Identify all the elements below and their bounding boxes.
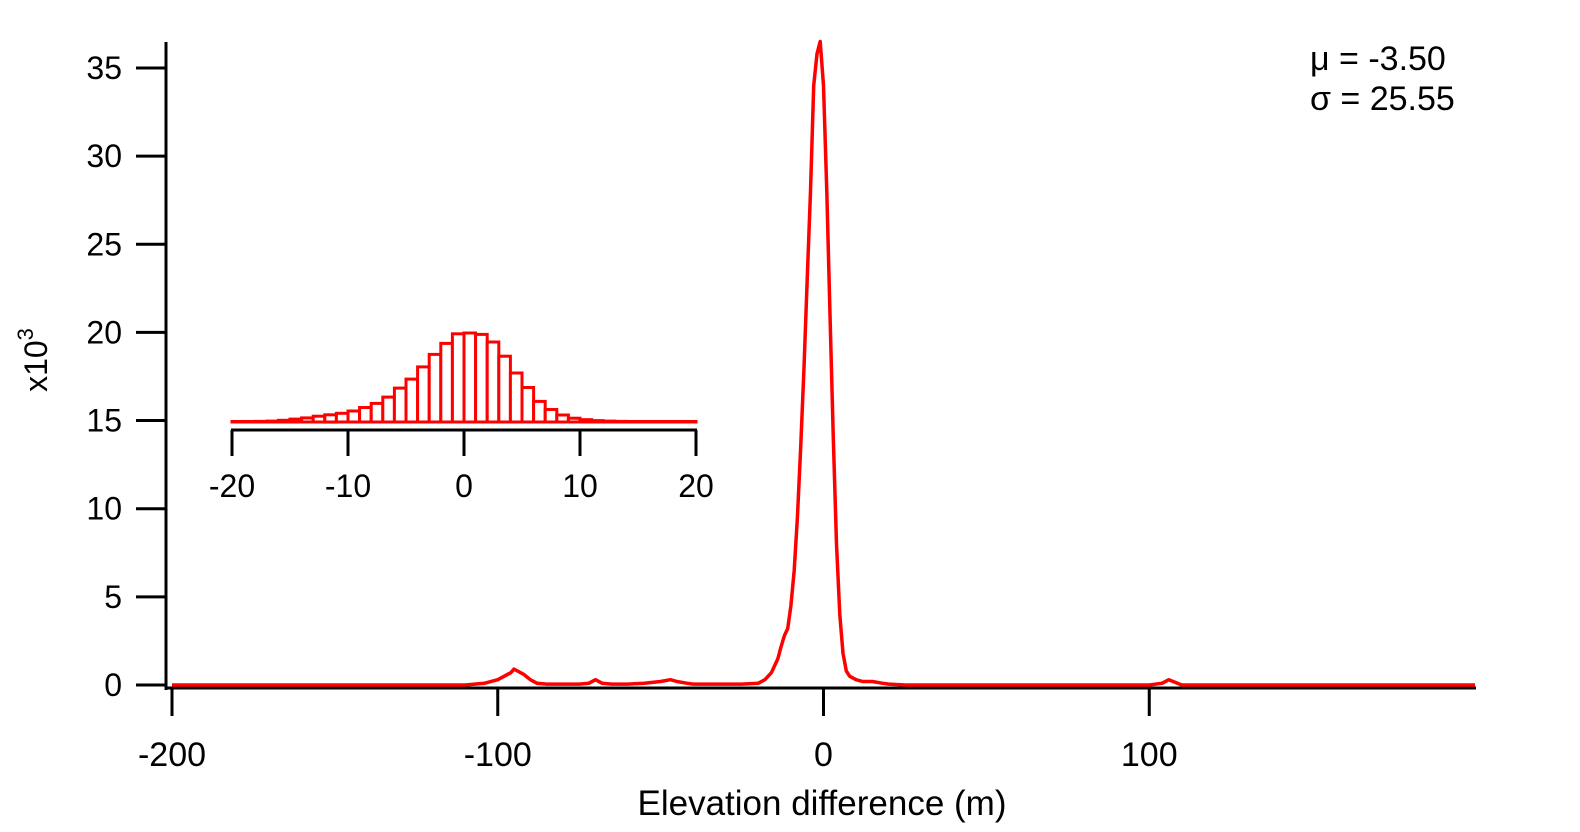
main-series [172,39,1475,687]
inset-histogram-bar [543,408,559,424]
y-tick-label: 15 [86,403,122,439]
y-tick-label: 20 [86,314,122,350]
inset-x-tick-label: -20 [209,468,255,504]
y-axis-label: x103 [13,328,54,392]
inset-histogram-bar [508,371,524,424]
y-tick-label: 0 [104,667,122,703]
inset-histogram-bar [450,332,466,424]
x-tick-label: 0 [814,736,833,774]
x-tick-label: -100 [464,736,532,774]
inset-histogram: -20 -10 0 10 20 [209,331,714,504]
inset-x-tick-label: 10 [562,468,598,504]
inset-x-tick-label: -10 [325,468,371,504]
inset-histogram-bar [346,409,362,424]
inset-histogram-bar [369,401,385,424]
inset-histogram-bar [462,331,478,424]
inset-histogram-bar [532,399,547,424]
x-tick-label: 100 [1121,736,1178,774]
inset-x-tick-label: 0 [455,468,473,504]
mean-annotation: μ = -3.50 [1310,40,1446,78]
y-tick-label: 5 [104,579,122,615]
inset-histogram-bar [427,352,443,424]
inset-x-tick-label: 20 [678,468,714,504]
inset-histogram-bar [520,386,536,424]
inset-histogram-bar [439,341,454,424]
y-tick-label: 30 [86,138,122,174]
inset-histogram-bar [485,340,501,424]
inset-histogram-bar [416,365,431,424]
y-tick-label: 10 [86,491,122,527]
y-tick-label: 35 [86,50,122,86]
x-tick-label: -200 [138,736,206,774]
chart-texts: Elevation difference (m) x103 μ = -3.50 … [13,40,1455,823]
x-axis-label: Elevation difference (m) [638,784,1007,823]
y-axis-label-exponent: 3 [13,328,38,340]
y-tick-label: 25 [86,226,122,262]
sigma-annotation: σ = 25.55 [1310,80,1455,118]
inset-histogram-bar [474,332,489,424]
inset-histogram-bar [381,395,396,424]
inset-histogram-bar [358,406,373,424]
y-axis-label-base: x10 [18,340,54,392]
elevation-difference-series-line [172,39,1475,687]
inset-histogram-bar [392,386,408,424]
inset-histogram-bar [497,354,512,424]
inset-histogram-bar [404,377,420,424]
